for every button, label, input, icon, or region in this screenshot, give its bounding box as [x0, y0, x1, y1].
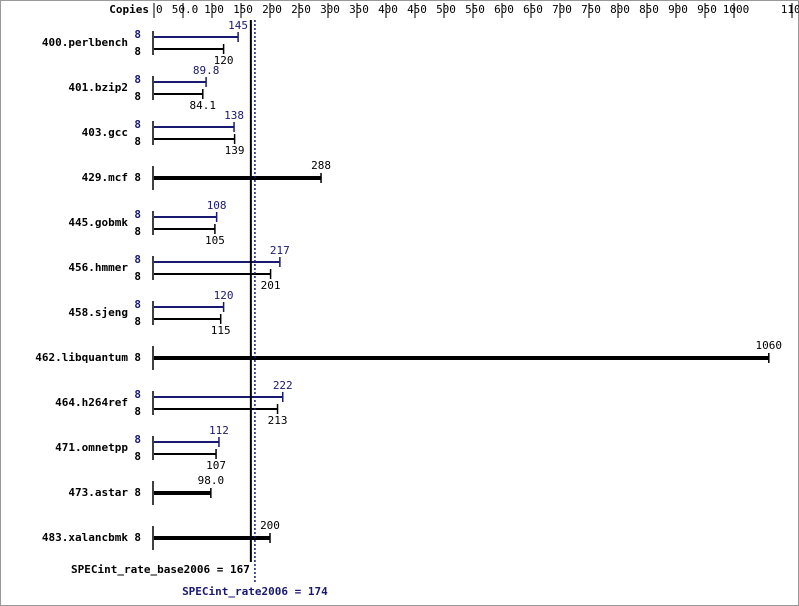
value-label: 115 [211, 324, 231, 337]
category-label: 458.sjeng [68, 306, 128, 319]
bar [154, 408, 278, 410]
bar [154, 273, 271, 275]
copies-label: 8 [134, 253, 141, 266]
bar [154, 93, 203, 95]
value-label: 288 [311, 159, 331, 172]
x-tick-label: 650 [523, 3, 543, 16]
copies-label: 8 [134, 73, 141, 86]
category-label: 429.mcf [82, 171, 128, 184]
copies-header: Copies [109, 3, 149, 16]
value-label: 145 [228, 19, 248, 32]
copies-label: 8 [134, 171, 141, 184]
category-label: 471.omnetpp [55, 441, 128, 454]
copies-label: 8 [134, 90, 141, 103]
x-tick-label: 950 [697, 3, 717, 16]
x-tick-label: 600 [494, 3, 514, 16]
x-tick-label: 400 [378, 3, 398, 16]
value-label: 98.0 [198, 474, 225, 487]
x-tick-label: 850 [639, 3, 659, 16]
bar [154, 36, 239, 38]
value-label: 1060 [756, 339, 783, 352]
category-label: 403.gcc [82, 126, 128, 139]
x-tick-label: 0 [156, 3, 163, 16]
copies-label: 8 [134, 298, 141, 311]
bar [154, 48, 224, 50]
value-label: 89.8 [193, 64, 220, 77]
x-tick-label: 900 [668, 3, 688, 16]
copies-label: 8 [134, 270, 141, 283]
bar [154, 126, 235, 128]
bar [154, 261, 280, 263]
value-label: 84.1 [190, 99, 217, 112]
value-label: 213 [268, 414, 288, 427]
copies-label: 8 [134, 388, 141, 401]
bar [154, 318, 221, 320]
bar [154, 228, 215, 230]
x-tick-label: 550 [465, 3, 485, 16]
copies-label: 8 [134, 405, 141, 418]
category-label: 462.libquantum [35, 351, 128, 364]
copies-label: 8 [134, 118, 141, 131]
value-label: 107 [206, 459, 226, 472]
x-tick-label: 50.0 [172, 3, 199, 16]
x-tick-label: 300 [320, 3, 340, 16]
value-label: 200 [260, 519, 280, 532]
copies-label: 8 [134, 315, 141, 328]
copies-label: 8 [134, 486, 141, 499]
category-label: 464.h264ref [55, 396, 128, 409]
category-label: 445.gobmk [68, 216, 128, 229]
bar [154, 356, 769, 360]
bar [154, 306, 224, 308]
bar [154, 536, 270, 540]
category-label: 401.bzip2 [68, 81, 128, 94]
value-label: 112 [209, 424, 229, 437]
x-tick-label: 350 [349, 3, 369, 16]
x-tick-label: 100 [204, 3, 224, 16]
bar [154, 491, 211, 495]
bar [154, 81, 207, 83]
category-label: 456.hmmer [68, 261, 128, 274]
x-tick-label: 1000 [723, 3, 750, 16]
bar [154, 441, 219, 443]
bar [154, 396, 283, 398]
copies-label: 8 [134, 208, 141, 221]
value-label: 108 [207, 199, 227, 212]
copies-label: 8 [134, 28, 141, 41]
x-tick-label: 200 [262, 3, 282, 16]
copies-label: 8 [134, 531, 141, 544]
x-tick-label: 150 [233, 3, 253, 16]
value-label: 217 [270, 244, 290, 257]
reference-label: SPECint_rate2006 = 174 [182, 585, 328, 598]
category-label: 400.perlbench [42, 36, 128, 49]
copies-label: 8 [134, 225, 141, 238]
bar [154, 138, 235, 140]
reference-label: SPECint_rate_base2006 = 167 [71, 563, 250, 576]
value-label: 120 [214, 54, 234, 67]
x-tick-label: 250 [291, 3, 311, 16]
x-tick-label: 500 [436, 3, 456, 16]
x-tick-label: 1100 [781, 3, 799, 16]
category-label: 473.astar [68, 486, 128, 499]
x-tick-label: 450 [407, 3, 427, 16]
copies-label: 8 [134, 135, 141, 148]
copies-label: 8 [134, 450, 141, 463]
value-label: 222 [273, 379, 293, 392]
bar [154, 176, 322, 180]
value-label: 138 [224, 109, 244, 122]
bar [154, 216, 217, 218]
x-tick-label: 800 [610, 3, 630, 16]
copies-label: 8 [134, 433, 141, 446]
x-tick-label: 700 [552, 3, 572, 16]
value-label: 105 [205, 234, 225, 247]
value-label: 139 [225, 144, 245, 157]
x-tick-label: 750 [581, 3, 601, 16]
value-label: 201 [261, 279, 281, 292]
category-label: 483.xalancbmk [42, 531, 128, 544]
value-label: 120 [214, 289, 234, 302]
copies-label: 8 [134, 45, 141, 58]
bar [154, 453, 217, 455]
copies-label: 8 [134, 351, 141, 364]
